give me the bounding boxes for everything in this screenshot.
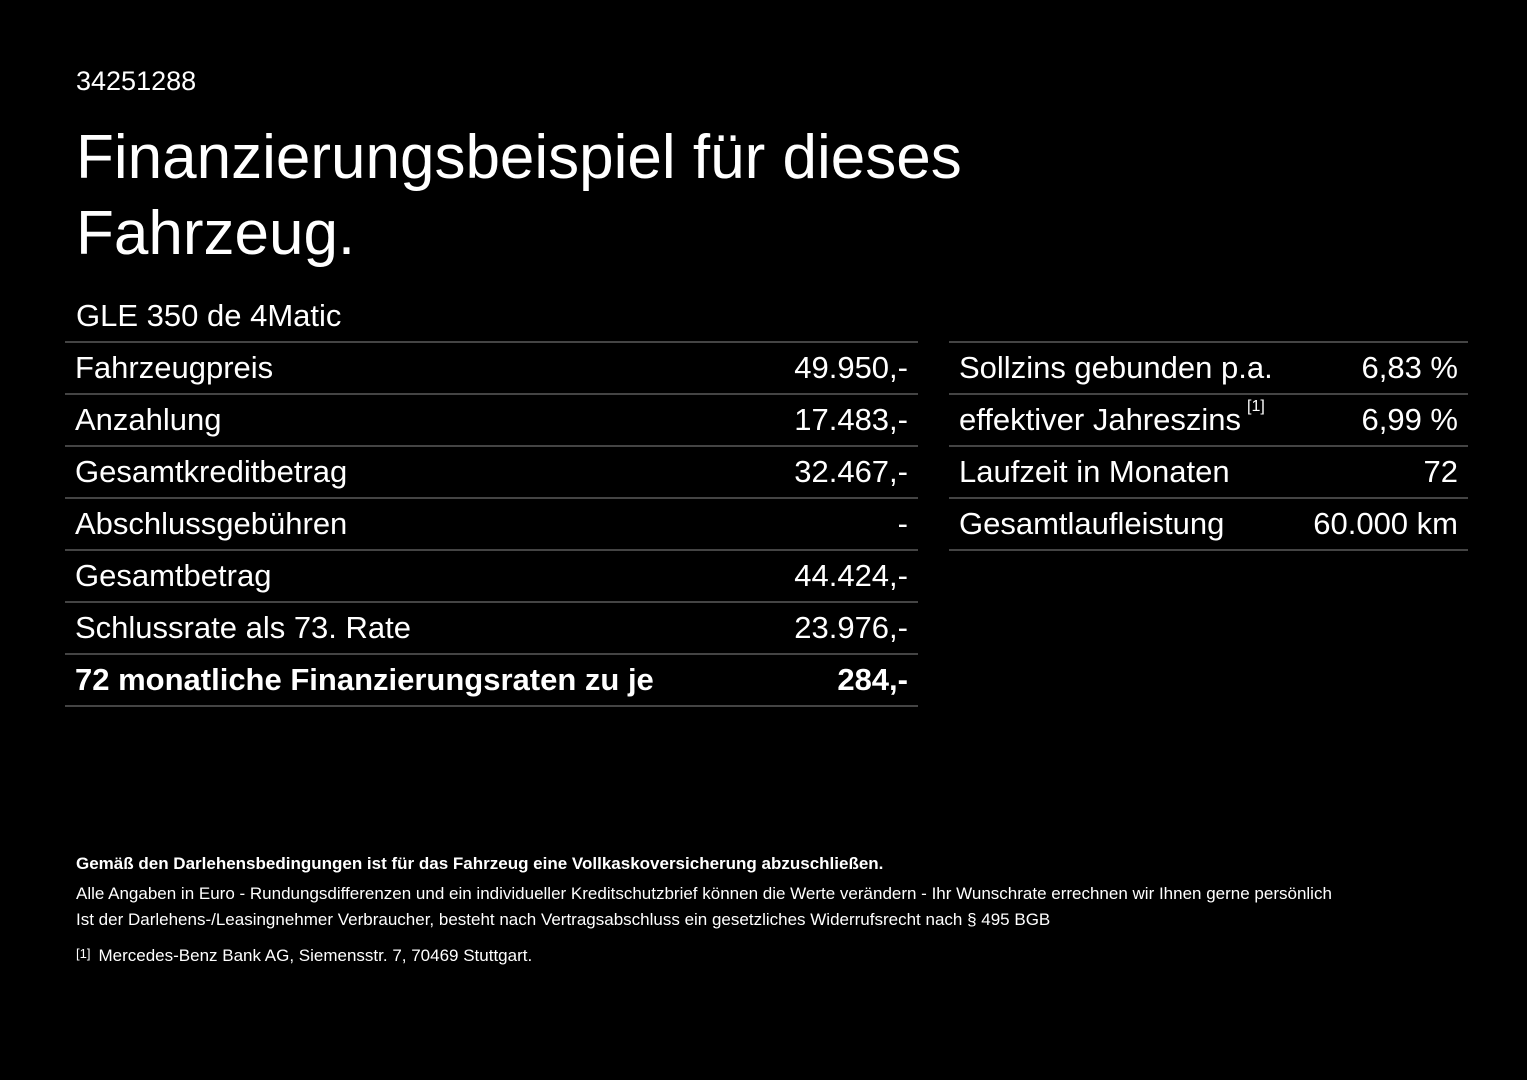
footnote-ref: [1] — [1247, 398, 1265, 415]
row-label: Schlussrate als 73. Rate — [75, 610, 412, 645]
footer-bold: Gemäß den Darlehensbedingungen ist für d… — [76, 854, 884, 873]
table-row: Gesamtkreditbetrag 32.467,- — [65, 447, 918, 499]
table-row: Abschlussgebühren - — [65, 499, 918, 551]
footer-line: Ist der Darlehens-/Leasingnehmer Verbrau… — [76, 910, 1051, 929]
row-label: Abschlussgebühren — [75, 506, 348, 541]
row-value: 72 — [1423, 454, 1458, 489]
title-line: Fahrzeug. — [76, 199, 356, 268]
table-row: Laufzeit in Monaten 72 — [949, 447, 1468, 499]
model: GLE 350 de 4Matic — [76, 298, 342, 333]
row-value: 60.000 km — [1313, 506, 1458, 541]
row-value: 6,99 % — [1361, 402, 1458, 437]
row-value: 17.483,- — [794, 402, 908, 437]
footnote-text: Mercedes-Benz Bank AG, Siemensstr. 7, 70… — [98, 946, 533, 965]
row-value: 49.950,- — [794, 350, 908, 385]
table-row: Sollzins gebunden p.a. 6,83 % — [949, 343, 1468, 395]
row-label: Fahrzeugpreis — [75, 350, 274, 385]
row-value: 44.424,- — [794, 558, 908, 593]
footnote-mark: [1] — [76, 946, 91, 961]
row-value: 32.467,- — [794, 454, 908, 489]
title: Finanzierungsbeispiel für dieses Fahrzeug… — [76, 120, 962, 272]
left-table: Fahrzeugpreis 49.950,- Anzahlung 17.483,- Ge… — [65, 341, 918, 707]
row-label: Gesamtbetrag — [75, 558, 272, 593]
row-label: Anzahlung — [75, 402, 222, 437]
table-row: Anzahlung 17.483,- — [65, 395, 918, 447]
row-value: 284,- — [837, 662, 908, 697]
row-label: Sollzins gebunden p.a. — [959, 350, 1273, 385]
right-table: Sollzins gebunden p.a. 6,83 % effektiver J… — [949, 341, 1468, 551]
row-value: 23.976,- — [794, 610, 908, 645]
row-value: - — [897, 506, 908, 541]
id: 34251288 — [76, 66, 197, 96]
footnote: [1] Mercedes-Benz Bank AG, Siemensstr. 7,… — [76, 946, 532, 966]
title-line: Finanzierungsbeispiel für dieses — [76, 123, 962, 192]
row-label: 72 monatliche Finanzierungsraten zu je — [75, 662, 654, 697]
row-label: Laufzeit in Monaten — [959, 454, 1230, 489]
footer-line: Alle Angaben in Euro - Rundungsdifferenz… — [76, 884, 1332, 903]
table-row: 72 monatliche Finanzierungsraten zu je 28… — [65, 655, 918, 707]
row-label: Gesamtkreditbetrag — [75, 454, 348, 489]
table-row: Schlussrate als 73. Rate 23.976,- — [65, 603, 918, 655]
row-label: Gesamtlaufleistung — [959, 506, 1225, 541]
table-row: Gesamtlaufleistung 60.000 km — [949, 499, 1468, 551]
table-row: Fahrzeugpreis 49.950,- — [65, 343, 918, 395]
table-row: effektiver Jahreszins [1] 6,99 % — [949, 395, 1468, 447]
row-label: effektiver Jahreszins [1] — [959, 398, 1265, 437]
row-value: 6,83 % — [1361, 350, 1458, 385]
table-row: Gesamtbetrag 44.424,- — [65, 551, 918, 603]
